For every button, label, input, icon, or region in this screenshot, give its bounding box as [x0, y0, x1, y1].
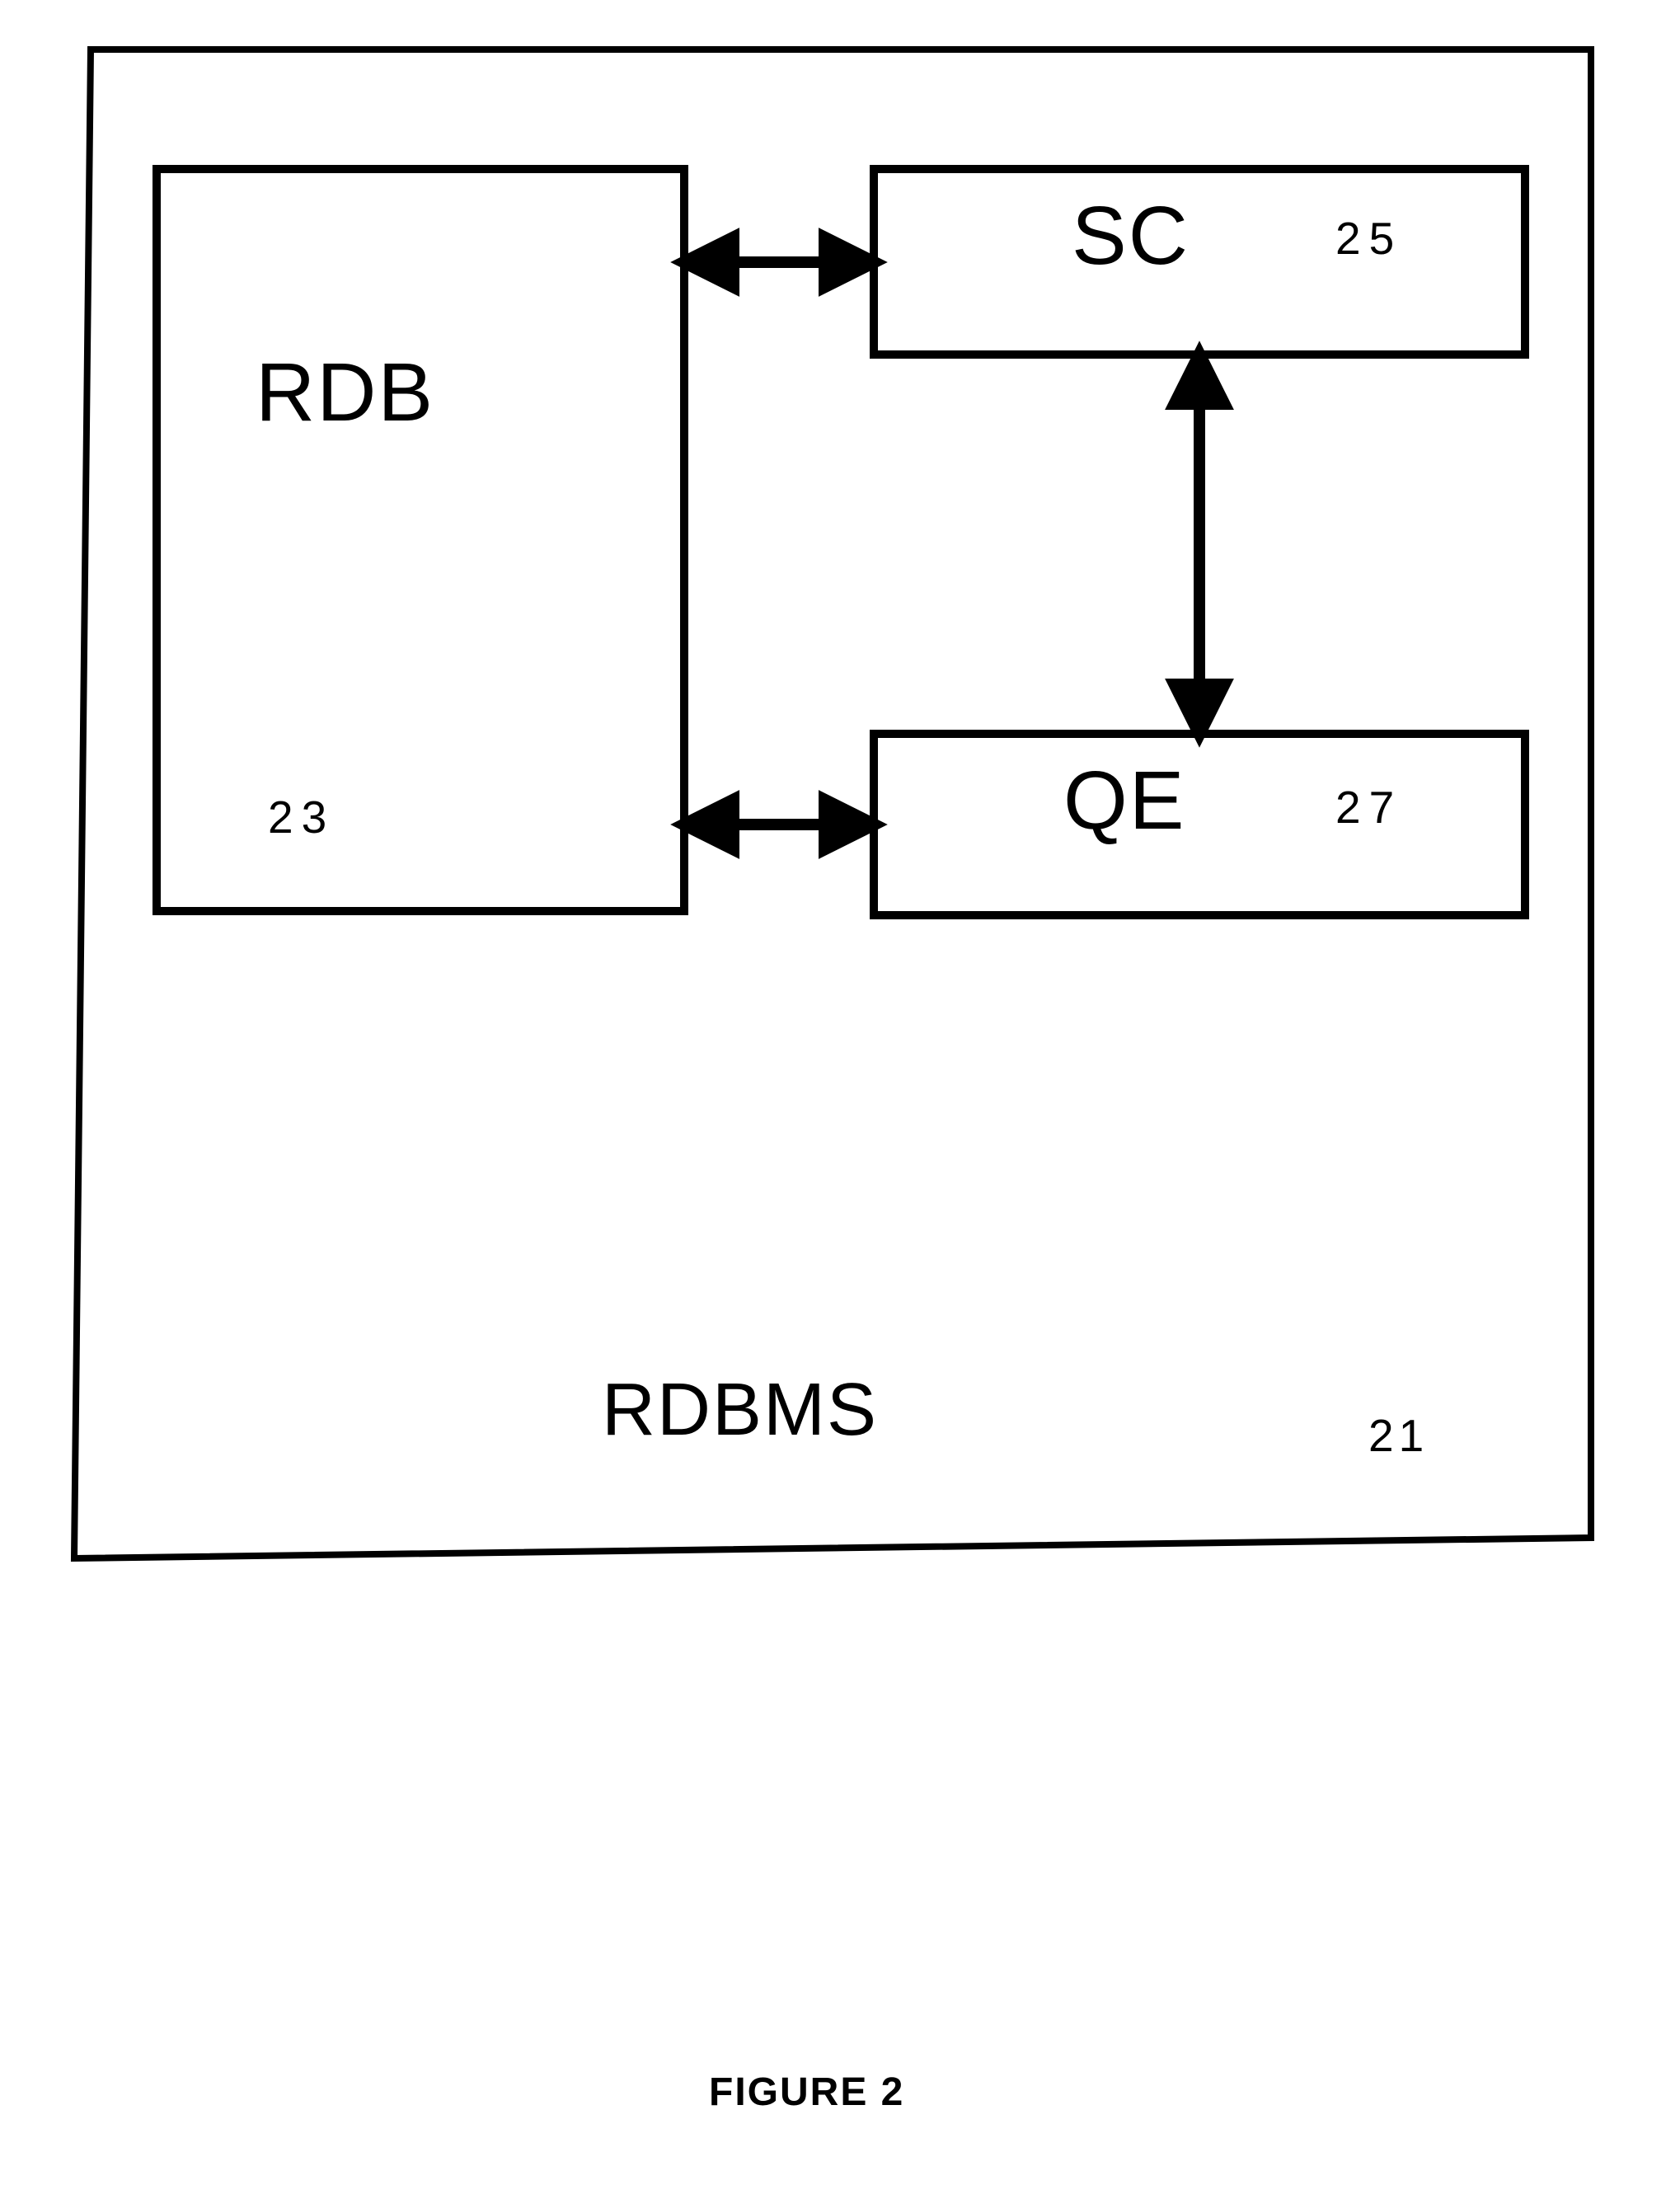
- qe-ref: 27: [1335, 782, 1402, 833]
- node-sc: [874, 169, 1525, 355]
- rdb-label: RDB: [256, 346, 434, 439]
- rdbms-label: RDBMS: [602, 1369, 878, 1451]
- rdbms-ref: 21: [1368, 1410, 1429, 1461]
- sc-box: [874, 169, 1525, 355]
- qe-label: QE: [1063, 754, 1185, 847]
- edges-group: [684, 262, 1199, 825]
- rdb-box: [157, 169, 684, 911]
- node-rdb: [157, 169, 684, 911]
- diagram-canvas: RDBMS 21 RDB 23 SC 25 QE 27: [0, 0, 1680, 2199]
- qe-box: [874, 734, 1525, 915]
- sc-ref: 25: [1335, 213, 1402, 264]
- sc-label: SC: [1072, 190, 1190, 282]
- node-qe: [874, 734, 1525, 915]
- rdb-ref: 23: [268, 792, 335, 843]
- figure-caption: FIGURE 2: [709, 2070, 904, 2115]
